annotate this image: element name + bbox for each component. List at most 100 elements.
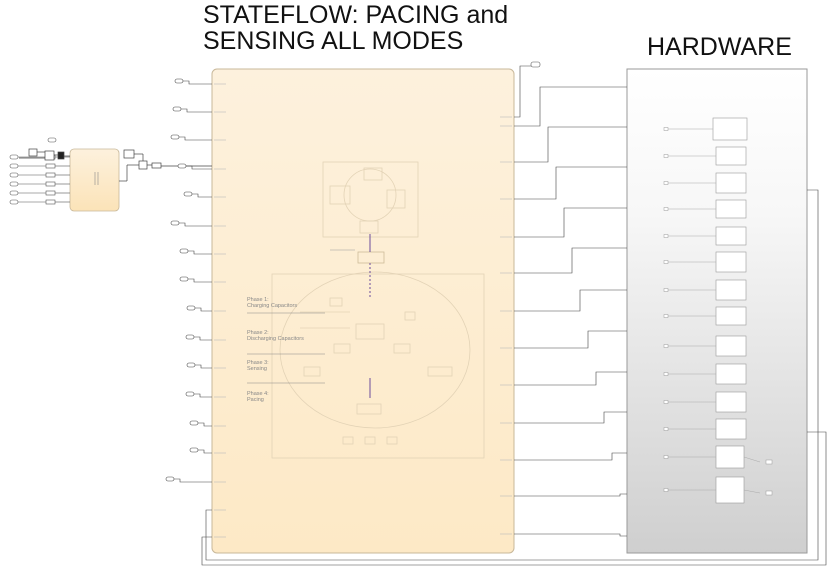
stateflow-inport: [185, 334, 195, 340]
hardware-internal-port: [663, 207, 669, 211]
stateflow-input-wire: [179, 136, 212, 141]
left-inport: [9, 181, 19, 187]
hardware-internal-port: [663, 234, 669, 238]
hardware-io-block: [715, 445, 745, 469]
stateflow-to-hardware-wire: [514, 371, 627, 386]
hardware-io-block: [712, 117, 748, 141]
stateflow-inner-states: [271, 161, 485, 459]
stateflow-input-wire: [179, 222, 212, 227]
stateflow-input-wire: [198, 422, 212, 427]
hardware-io-block: [715, 391, 747, 413]
stateflow-input-wire: [195, 364, 212, 369]
hardware-internal-port: [663, 154, 669, 158]
left-inport: [9, 190, 19, 196]
left-gain-block: [45, 181, 56, 187]
left-inport: [9, 154, 19, 160]
stateflow-inport: [174, 78, 184, 84]
hardware-internal-port: [663, 127, 669, 131]
stateflow-to-hardware-wire: [514, 452, 627, 461]
phase-1-desc: Charging Capacitors: [247, 303, 297, 309]
hardware-io-block: [715, 226, 747, 246]
hardware-io-block: [715, 251, 747, 273]
hardware-internal-port: [663, 372, 669, 376]
hardware-internal-port: [663, 314, 669, 318]
input-subsystem-block[interactable]: [69, 148, 120, 212]
stateflow-inport: [183, 191, 193, 197]
left-gain-block: [45, 190, 56, 196]
stateflow-inport: [170, 220, 180, 226]
hardware-out-wire: [743, 456, 761, 463]
hardware-internal-port: [663, 344, 669, 348]
phase-2-desc: Discharging Capacitors: [247, 336, 304, 342]
feedback-wires: [201, 65, 827, 566]
stateflow-input-wire: [188, 278, 212, 283]
left-gain-block: [45, 172, 56, 178]
hardware-io-block: [715, 363, 747, 385]
left-top-inport: [47, 137, 57, 143]
hardware-internal-port: [663, 400, 669, 404]
hardware-io-block: [715, 146, 747, 166]
hardware-internal-port: [663, 181, 669, 185]
hardware-io-block: [715, 306, 747, 326]
stateflow-to-hardware-wire: [514, 533, 627, 537]
hardware-io-block: [715, 476, 745, 504]
stateflow-outputs: [500, 86, 627, 537]
hardware-out-port: [765, 459, 773, 465]
phase-1-label: Phase 1:: [247, 297, 269, 303]
stateflow-to-hardware-wire: [514, 207, 627, 238]
stateflow-inport: [170, 134, 180, 140]
stateflow-input-wire: [181, 108, 212, 113]
stateflow-to-hardware-wire: [514, 126, 627, 163]
stateflow-inport: [186, 362, 196, 368]
left-inport: [9, 172, 19, 178]
stateflow-input-wire: [186, 165, 212, 170]
stateflow-input-wire: [198, 449, 212, 454]
input-subsystem-ports: [9, 137, 70, 205]
phase-separators: [247, 312, 325, 384]
stateflow-to-hardware-wire: [514, 166, 627, 200]
phase-2-label: Phase 2:: [247, 330, 269, 336]
stateflow-chart-block[interactable]: [211, 68, 515, 554]
stateflow-title-line2: SENSING ALL MODES: [203, 27, 464, 55]
stateflow-input-wire: [192, 193, 212, 198]
stateflow-input-wire: [183, 80, 212, 85]
left-inport: [9, 199, 19, 205]
stateflow-to-hardware-wire: [514, 247, 627, 274]
hardware-internal-port: [663, 427, 669, 431]
phase-3-label: Phase 3:: [247, 360, 269, 366]
stateflow-input-wire: [194, 393, 212, 398]
hardware-internal-port: [663, 288, 669, 292]
hardware-internal-port: [663, 488, 669, 492]
top-outport: [530, 61, 541, 68]
hardware-out-port: [765, 490, 773, 496]
hardware-out-wire: [743, 489, 761, 494]
hardware-io-block: [715, 279, 747, 301]
stateflow-inport: [172, 106, 182, 112]
left-gain-block: [45, 163, 56, 169]
stateflow-inputs: [165, 78, 226, 538]
hardware-io-block: [715, 172, 747, 194]
stateflow-input-wire: [195, 307, 212, 312]
stateflow-input-wire: [188, 250, 212, 255]
stateflow-inport: [179, 248, 189, 254]
phase-4-desc: Pacing: [247, 397, 264, 403]
stateflow-to-hardware-wire: [514, 289, 627, 312]
stateflow-inport: [165, 476, 175, 482]
hardware-io-block: [715, 418, 747, 440]
stateflow-inport: [189, 420, 199, 426]
phase-labels: Phase 1: Charging Capacitors Phase 2: Di…: [247, 297, 304, 403]
stateflow-to-hardware-wire: [514, 411, 627, 424]
stateflow-inport: [189, 447, 199, 453]
hardware-io-block: [715, 335, 747, 357]
stateflow-to-hardware-wire: [514, 86, 627, 127]
stateflow-to-hardware-wire: [514, 493, 627, 497]
hardware-io-block: [715, 199, 747, 219]
stateflow-title-line1: STATEFLOW: PACING and: [203, 1, 509, 29]
hardware-title: HARDWARE: [647, 33, 792, 61]
stateflow-inport: [186, 305, 196, 311]
phase-3-desc: Sensing: [247, 366, 267, 372]
hardware-internal-port: [663, 455, 669, 459]
stateflow-inport: [179, 276, 189, 282]
stateflow-inport: [185, 391, 195, 397]
phase-4-label: Phase 4:: [247, 391, 269, 397]
